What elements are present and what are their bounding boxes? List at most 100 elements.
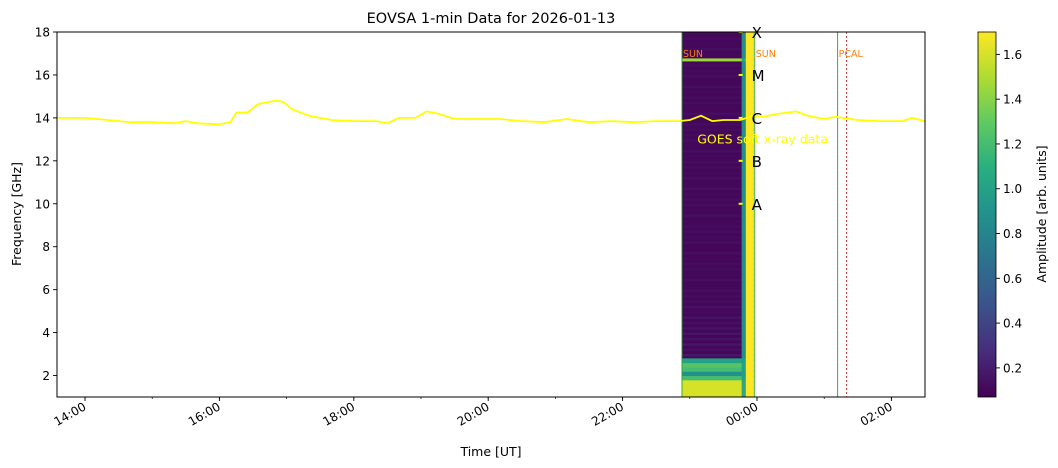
spectrogram-channel — [681, 300, 754, 303]
spectrogram-channel — [681, 230, 754, 234]
y-tick-label: 18 — [35, 26, 50, 40]
spectrogram-channel — [681, 150, 754, 153]
y-tick-label: 14 — [35, 111, 50, 125]
y-tick-label: 16 — [35, 68, 50, 82]
x-tick-label: 00:00 — [724, 399, 761, 428]
goes-class-label: X — [752, 24, 762, 42]
spectrogram-channel — [681, 225, 754, 228]
spectrogram-channel — [681, 348, 754, 352]
x-tick-label: 14:00 — [52, 399, 89, 428]
x-tick-label: 16:00 — [186, 399, 223, 428]
spectrogram-channel — [681, 42, 754, 46]
colorbar-tick-label: 1.4 — [1003, 93, 1022, 107]
spectrogram-bright-band — [681, 375, 746, 381]
spectrogram-channel — [681, 128, 754, 132]
colorbar-tick-label: 1.0 — [1003, 182, 1022, 196]
spectrogram-bright-line — [681, 58, 750, 62]
spectrogram-channel — [681, 48, 754, 51]
colorbar-label: Amplitude [arb. units] — [1034, 145, 1049, 282]
spectrogram-channel — [681, 337, 754, 341]
spectrogram-channel — [681, 235, 754, 239]
spectrogram-channel — [681, 198, 754, 201]
y-tick-label: 8 — [42, 240, 50, 254]
spectrogram-channel — [681, 166, 754, 169]
colorbar-tick-label: 1.6 — [1003, 48, 1022, 62]
x-axis: 14:00 16:00 18:00 20:00 22:00 00:00 02:00 — [52, 397, 895, 429]
spectrogram-bright-band — [681, 388, 746, 394]
goes-class-labels: X M C B A — [738, 24, 765, 214]
spectrogram-channel — [681, 117, 754, 121]
spectrogram-channel — [681, 246, 754, 250]
spectrogram-bright-band — [681, 371, 746, 377]
spectrogram-channel — [681, 284, 754, 287]
spectrogram-channel — [681, 53, 754, 56]
spectrogram — [681, 32, 754, 397]
spectrogram-channel — [681, 123, 754, 126]
x-tick-label: 22:00 — [589, 399, 626, 428]
y-tick-label: 12 — [35, 154, 50, 168]
goes-curve — [57, 99, 925, 126]
spectrogram-bright-band — [681, 358, 746, 364]
plot-area: X M C B A GOES soft x-ray data SUN SUN PCAL — [56, 24, 926, 398]
spectrogram-channel — [681, 241, 754, 244]
spectrogram-bright-band — [681, 379, 746, 385]
x-tick-label: 02:00 — [858, 399, 895, 428]
colorbar-ticks: 0.2 0.4 0.6 0.8 1.0 1.2 1.4 1.6 — [996, 48, 1022, 375]
spectrogram-channel — [681, 91, 754, 94]
spectrogram-channel — [681, 252, 754, 255]
y-tick-label: 4 — [42, 326, 50, 340]
spectrogram-channel — [681, 219, 754, 223]
spectrogram-channel — [681, 139, 754, 142]
y-tick-label: 6 — [42, 283, 50, 297]
spectrogram-channel — [681, 262, 754, 266]
spectrogram-channel — [681, 327, 754, 330]
event-label: SUN — [683, 49, 703, 60]
spectrogram-bright-band — [681, 366, 746, 372]
spectrogram-channel — [681, 343, 754, 346]
goes-class-label: B — [752, 153, 762, 171]
colorbar-tick-label: 0.4 — [1003, 317, 1022, 331]
spectrogram-channel — [681, 112, 754, 115]
spectrogram-channel — [681, 32, 754, 35]
spectrogram-channel — [681, 305, 754, 309]
colorbar-tick-label: 1.2 — [1003, 137, 1022, 151]
spectrogram-bright-band — [681, 362, 746, 368]
spectrogram-channel — [681, 107, 754, 110]
y-tick-label: 2 — [42, 369, 50, 383]
goes-curve-label: GOES soft x-ray data — [697, 132, 828, 147]
plot-background — [57, 32, 925, 397]
spectrogram-channel — [681, 278, 754, 282]
spectrogram-channel — [681, 273, 754, 276]
chart-title: EOVSA 1-min Data for 2026-01-13 — [367, 11, 616, 27]
goes-class-label: M — [752, 67, 765, 85]
goes-class-label: C — [752, 110, 762, 128]
spectrogram-channel — [681, 316, 754, 319]
spectrogram-bright-band — [681, 392, 746, 397]
spectrogram-channel — [681, 101, 754, 105]
spectrogram-channel — [681, 160, 754, 164]
event-lines — [681, 32, 848, 397]
spectrogram-channel — [681, 203, 754, 207]
spectrogram-channel — [681, 321, 754, 325]
spectrogram-channel — [681, 295, 754, 298]
spectrogram-channel — [681, 209, 754, 212]
goes-class-label: A — [752, 196, 763, 214]
colorbar-gradient — [977, 31, 997, 398]
spectrogram-channel — [681, 268, 754, 271]
spectrogram-channel — [681, 133, 754, 137]
spectrogram-edge-column — [741, 32, 746, 397]
spectrogram-bright-band — [681, 384, 746, 389]
spectrogram-channel — [681, 80, 754, 83]
x-tick-label: 18:00 — [320, 399, 357, 428]
y-axis: 2 4 6 8 10 12 14 16 18 — [35, 26, 57, 383]
x-axis-label: Time [UT] — [459, 444, 521, 459]
event-label: PCAL — [839, 49, 864, 60]
y-axis-label: Frequency [GHz] — [9, 162, 24, 266]
spectrogram-channel — [681, 69, 754, 72]
spectrogram-channel — [681, 257, 754, 260]
event-label: SUN — [756, 49, 776, 60]
spectrogram-channel — [681, 354, 754, 357]
spectrogram-channel — [681, 171, 754, 174]
x-tick-label: 20:00 — [455, 399, 492, 428]
